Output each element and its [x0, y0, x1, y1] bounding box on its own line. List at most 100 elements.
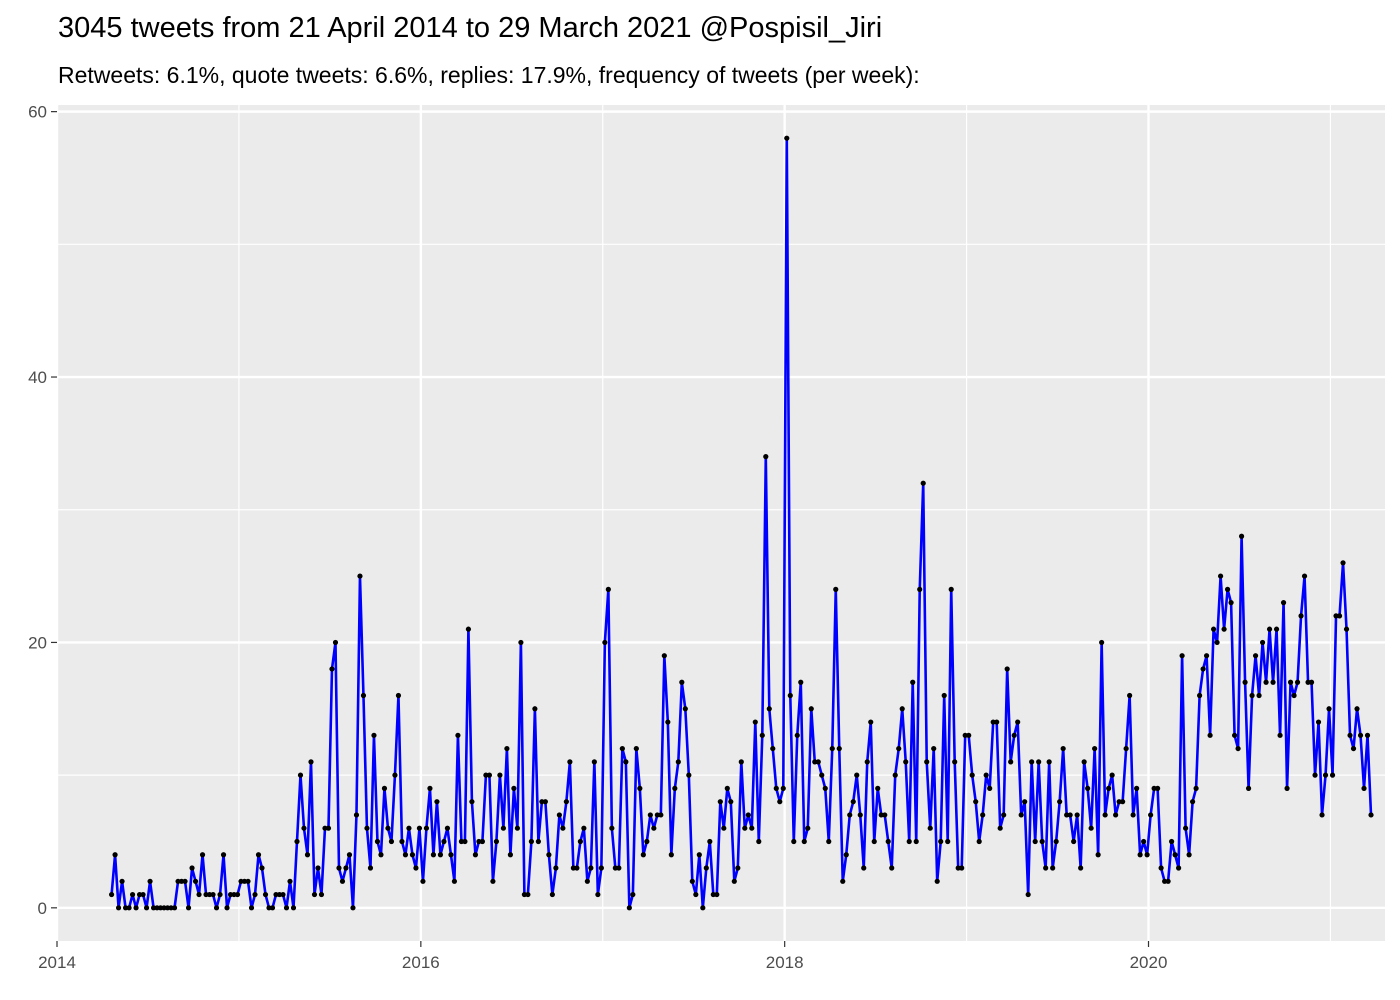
data-point	[1032, 838, 1038, 845]
data-point	[742, 825, 748, 831]
data-point	[910, 679, 916, 685]
data-point	[434, 799, 440, 805]
data-point	[826, 838, 832, 845]
data-point	[1046, 759, 1052, 765]
data-point	[1172, 852, 1178, 858]
data-point	[717, 799, 723, 805]
data-point	[787, 692, 793, 699]
data-point	[1298, 613, 1304, 619]
data-point	[728, 799, 734, 805]
data-point	[171, 905, 178, 911]
data-point	[864, 759, 870, 765]
data-point	[360, 692, 367, 699]
data-point	[507, 852, 513, 858]
data-point	[857, 812, 863, 818]
data-point	[140, 891, 146, 898]
data-point	[185, 905, 192, 911]
data-point	[490, 878, 496, 884]
data-point	[343, 865, 349, 871]
data-point	[353, 812, 360, 818]
data-point	[927, 825, 933, 831]
data-point	[574, 865, 580, 871]
data-point	[1176, 865, 1182, 871]
data-point	[801, 838, 807, 845]
data-point	[672, 785, 678, 792]
chart-title: 3045 tweets from 21 April 2014 to 29 Mar…	[58, 12, 883, 44]
data-point	[1081, 759, 1087, 765]
data-point	[290, 905, 297, 911]
data-point	[700, 905, 706, 911]
data-point	[1109, 772, 1115, 778]
data-point	[126, 905, 132, 911]
chart-subtitle: Retweets: 6.1%, quote tweets: 6.6%, repl…	[58, 62, 920, 88]
data-point	[973, 799, 979, 805]
data-point	[696, 852, 702, 858]
data-point	[234, 891, 241, 898]
data-point	[1315, 719, 1322, 725]
data-point	[794, 732, 800, 738]
data-point	[304, 852, 311, 858]
data-point	[1270, 679, 1276, 685]
data-point	[525, 891, 531, 898]
data-point	[1067, 812, 1073, 818]
data-point	[388, 838, 395, 845]
data-point	[1036, 759, 1042, 765]
data-point	[1308, 679, 1315, 685]
data-point	[1273, 626, 1280, 632]
data-point	[843, 852, 849, 858]
data-point	[941, 692, 947, 699]
data-point	[248, 905, 255, 911]
data-point	[948, 586, 954, 592]
data-point	[1018, 812, 1024, 818]
data-point	[392, 772, 398, 778]
data-point	[980, 812, 986, 818]
data-point	[1137, 852, 1143, 858]
data-point	[1025, 891, 1031, 898]
data-point	[1231, 732, 1238, 738]
data-point	[1210, 626, 1217, 632]
x-tick-label: 2016	[402, 953, 440, 972]
data-point	[791, 838, 797, 845]
data-point	[780, 785, 786, 792]
data-point	[1088, 825, 1094, 831]
data-point	[451, 878, 458, 884]
data-point	[976, 838, 982, 845]
data-point	[1319, 812, 1325, 818]
data-point	[647, 812, 653, 818]
data-point	[644, 838, 650, 845]
data-point	[560, 825, 566, 831]
data-point	[143, 905, 150, 911]
data-point	[1022, 799, 1028, 805]
data-point	[1008, 759, 1014, 765]
data-point	[798, 679, 804, 685]
data-point	[1312, 772, 1318, 778]
data-point	[1099, 639, 1105, 646]
data-point	[682, 706, 688, 712]
data-point	[815, 759, 821, 765]
data-point	[745, 812, 751, 818]
data-point	[339, 878, 346, 884]
data-point	[808, 706, 814, 712]
data-point	[1329, 772, 1336, 778]
data-point	[1186, 852, 1192, 858]
data-point	[1280, 600, 1287, 606]
data-point	[731, 878, 737, 884]
data-point	[661, 653, 667, 659]
data-point	[416, 825, 423, 831]
data-point	[1235, 745, 1241, 752]
data-point	[486, 772, 493, 778]
series-points-group	[108, 135, 1374, 911]
data-point	[535, 838, 541, 845]
data-point	[1092, 745, 1098, 752]
data-point	[1015, 719, 1021, 725]
data-point	[262, 891, 269, 898]
data-point	[1361, 785, 1367, 792]
data-point	[997, 825, 1003, 831]
data-point	[1343, 626, 1350, 632]
axis-ticks	[51, 111, 1150, 947]
data-point	[987, 785, 993, 792]
data-point	[563, 799, 569, 805]
data-point	[329, 666, 335, 672]
data-point	[1242, 679, 1248, 685]
data-point	[252, 891, 258, 898]
